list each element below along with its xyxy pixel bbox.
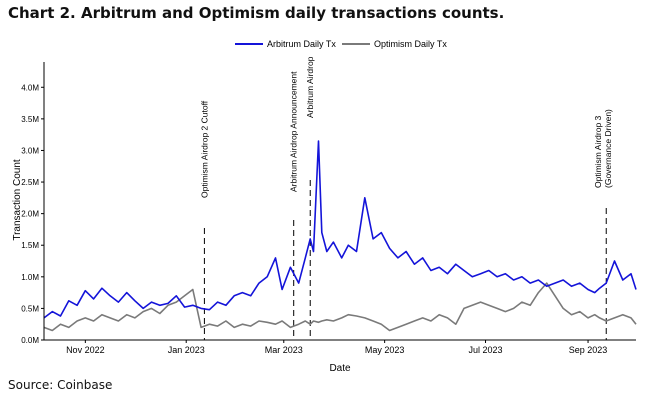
x-tick-label: Mar 2023 [265,345,303,355]
y-tick-label: 1.5M [21,241,39,250]
annotation-label: Arbitrum Airdrop [305,56,315,118]
legend-label-arbitrum: Arbitrum Daily Tx [267,39,336,49]
annotation-label: Optimism Airdrop 2 Cutoff [199,100,209,198]
annotations: Optimism Airdrop 2 Cutoff Arbitrum Airdro… [199,56,613,340]
y-tick-label: 0.5M [21,304,39,313]
x-tick-label: Jul 2023 [469,345,503,355]
x-tick-label: May 2023 [365,345,405,355]
y-tick-label: 3.5M [21,115,39,124]
y-tick-label: 1.0M [21,273,39,282]
series-line-arbitrum [43,140,637,319]
x-tick-label: Jan 2023 [168,345,205,355]
y-tick-label: 0.0M [21,336,39,345]
x-axis-label: Date [329,363,351,374]
y-tick-label: 3.0M [21,146,39,155]
y-tick-label: 2.0M [21,210,39,219]
series-layer [43,140,637,332]
x-tick-label: Nov 2022 [66,345,105,355]
y-axis-label: Transaction Count [12,159,23,241]
annotation-label: Arbitrum Airdrop Announcement [289,71,299,192]
y-tick-label: 2.5M [21,178,39,187]
x-tick-label: Sep 2023 [569,345,608,355]
series-line-optimism [43,282,637,332]
legend-label-optimism: Optimism Daily Tx [374,39,447,49]
annotation-label: Optimism Airdrop 3(Governance Driven) [593,109,613,188]
y-tick-label: 4.0M [21,83,39,92]
source-note: Source: Coinbase [8,378,113,392]
chart-title: Chart 2. Arbitrum and Optimism daily tra… [8,4,505,22]
legend: Arbitrum Daily Tx Optimism Daily Tx [235,39,447,49]
axes: 0.0M 0.5M 1.0M 1.5M 2.0M 2.5M 3.0M 3.5M 4.0M Nov … [21,62,636,355]
